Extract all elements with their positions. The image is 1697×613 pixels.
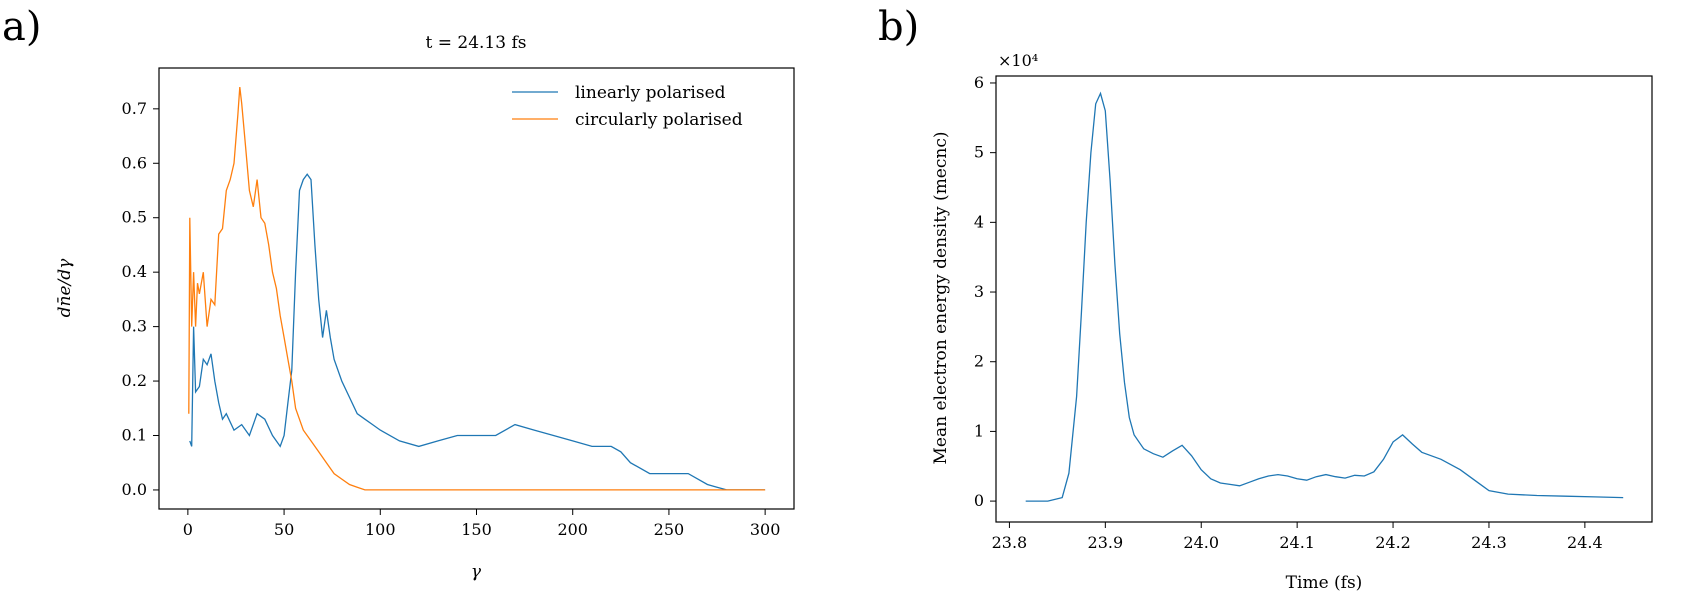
chart-b-ylabel: Mean electron energy density (mecnc) — [931, 132, 951, 465]
chart-a-series — [188, 87, 766, 491]
chart-a-xtick-label: 300 — [750, 520, 781, 539]
chart-b-series — [1025, 91, 1624, 502]
chart-a-xtick-label: 150 — [461, 520, 492, 539]
chart-a-ticks: 0 50 100 150 200 250 300 0.0 0.1 0.2 0.3 0.4 0.5 0.6 0… — [122, 99, 781, 539]
chart-b-ticks: 23.8 23.9 24.0 24.1 24.2 24.3 24.4 0 1 2 3 4 5 6 — [974, 73, 1603, 552]
chart-a-xtick-label: 50 — [274, 520, 294, 539]
chart-b-ytick-label: 1 — [974, 421, 984, 440]
chart-b-xtick-label: 23.9 — [1088, 533, 1124, 552]
chart-a-ytick-label: 0.5 — [122, 208, 147, 227]
chart-b-ytick-label: 0 — [974, 491, 984, 510]
chart-b-ytick-label: 4 — [974, 212, 984, 231]
panel-b-label: b) — [878, 4, 919, 50]
chart-a-ytick-label: 0.1 — [122, 426, 147, 445]
chart-a-ytick-label: 0.7 — [122, 99, 147, 118]
chart-b-ytick-label: 6 — [974, 73, 984, 92]
chart-a-ytick-label: 0.6 — [122, 153, 147, 172]
chart-a: t = 24.13 fs 0 50 100 150 200 250 300 0.0 0.1 0.2… — [55, 33, 795, 582]
legend-label-linear: linearly polarised — [575, 83, 726, 103]
chart-b-xtick-label: 23.8 — [992, 533, 1028, 552]
chart-a-axes-frame — [158, 67, 795, 510]
chart-a-xtick-label: 250 — [654, 520, 685, 539]
chart-b-y-multiplier: ×10⁴ — [998, 51, 1038, 70]
chart-b-ytick-label: 3 — [974, 282, 984, 301]
chart-b-series-line-0 — [1025, 91, 1624, 502]
chart-b-axes-frame — [995, 75, 1653, 523]
legend-label-circular: circularly polarised — [575, 110, 743, 130]
chart-a-ylabel: dn̄e/dγ — [55, 258, 75, 318]
panel-a-label: a) — [2, 4, 41, 50]
chart-a-xtick-label: 200 — [557, 520, 588, 539]
chart-a-legend: linearly polarised circularly polarised — [512, 83, 743, 130]
chart-a-series-line-0 — [189, 173, 766, 491]
chart-b-ytick-label: 2 — [974, 352, 984, 371]
chart-a-ytick-label: 0.0 — [122, 480, 147, 499]
chart-a-xtick-label: 100 — [365, 520, 396, 539]
chart-b: 23.8 23.9 24.0 24.1 24.2 24.3 24.4 0 1 2 3 4 5 6 ×10⁴… — [931, 51, 1653, 593]
chart-b-ytick-label: 5 — [974, 143, 984, 162]
chart-b-xtick-label: 24.3 — [1471, 533, 1507, 552]
chart-b-xtick-label: 24.0 — [1183, 533, 1219, 552]
chart-a-ytick-label: 0.3 — [122, 317, 147, 336]
chart-a-xtick-label: 0 — [183, 520, 193, 539]
chart-b-xtick-label: 24.1 — [1279, 533, 1315, 552]
chart-a-xlabel: γ — [471, 562, 482, 582]
chart-b-xtick-label: 24.4 — [1567, 533, 1603, 552]
chart-a-ytick-label: 0.2 — [122, 371, 147, 390]
chart-b-xtick-label: 24.2 — [1375, 533, 1411, 552]
chart-a-title: t = 24.13 fs — [426, 33, 527, 53]
chart-b-xlabel: Time (fs) — [1286, 573, 1363, 593]
chart-a-ytick-label: 0.4 — [122, 262, 147, 281]
chart-a-series-line-1 — [188, 87, 766, 491]
